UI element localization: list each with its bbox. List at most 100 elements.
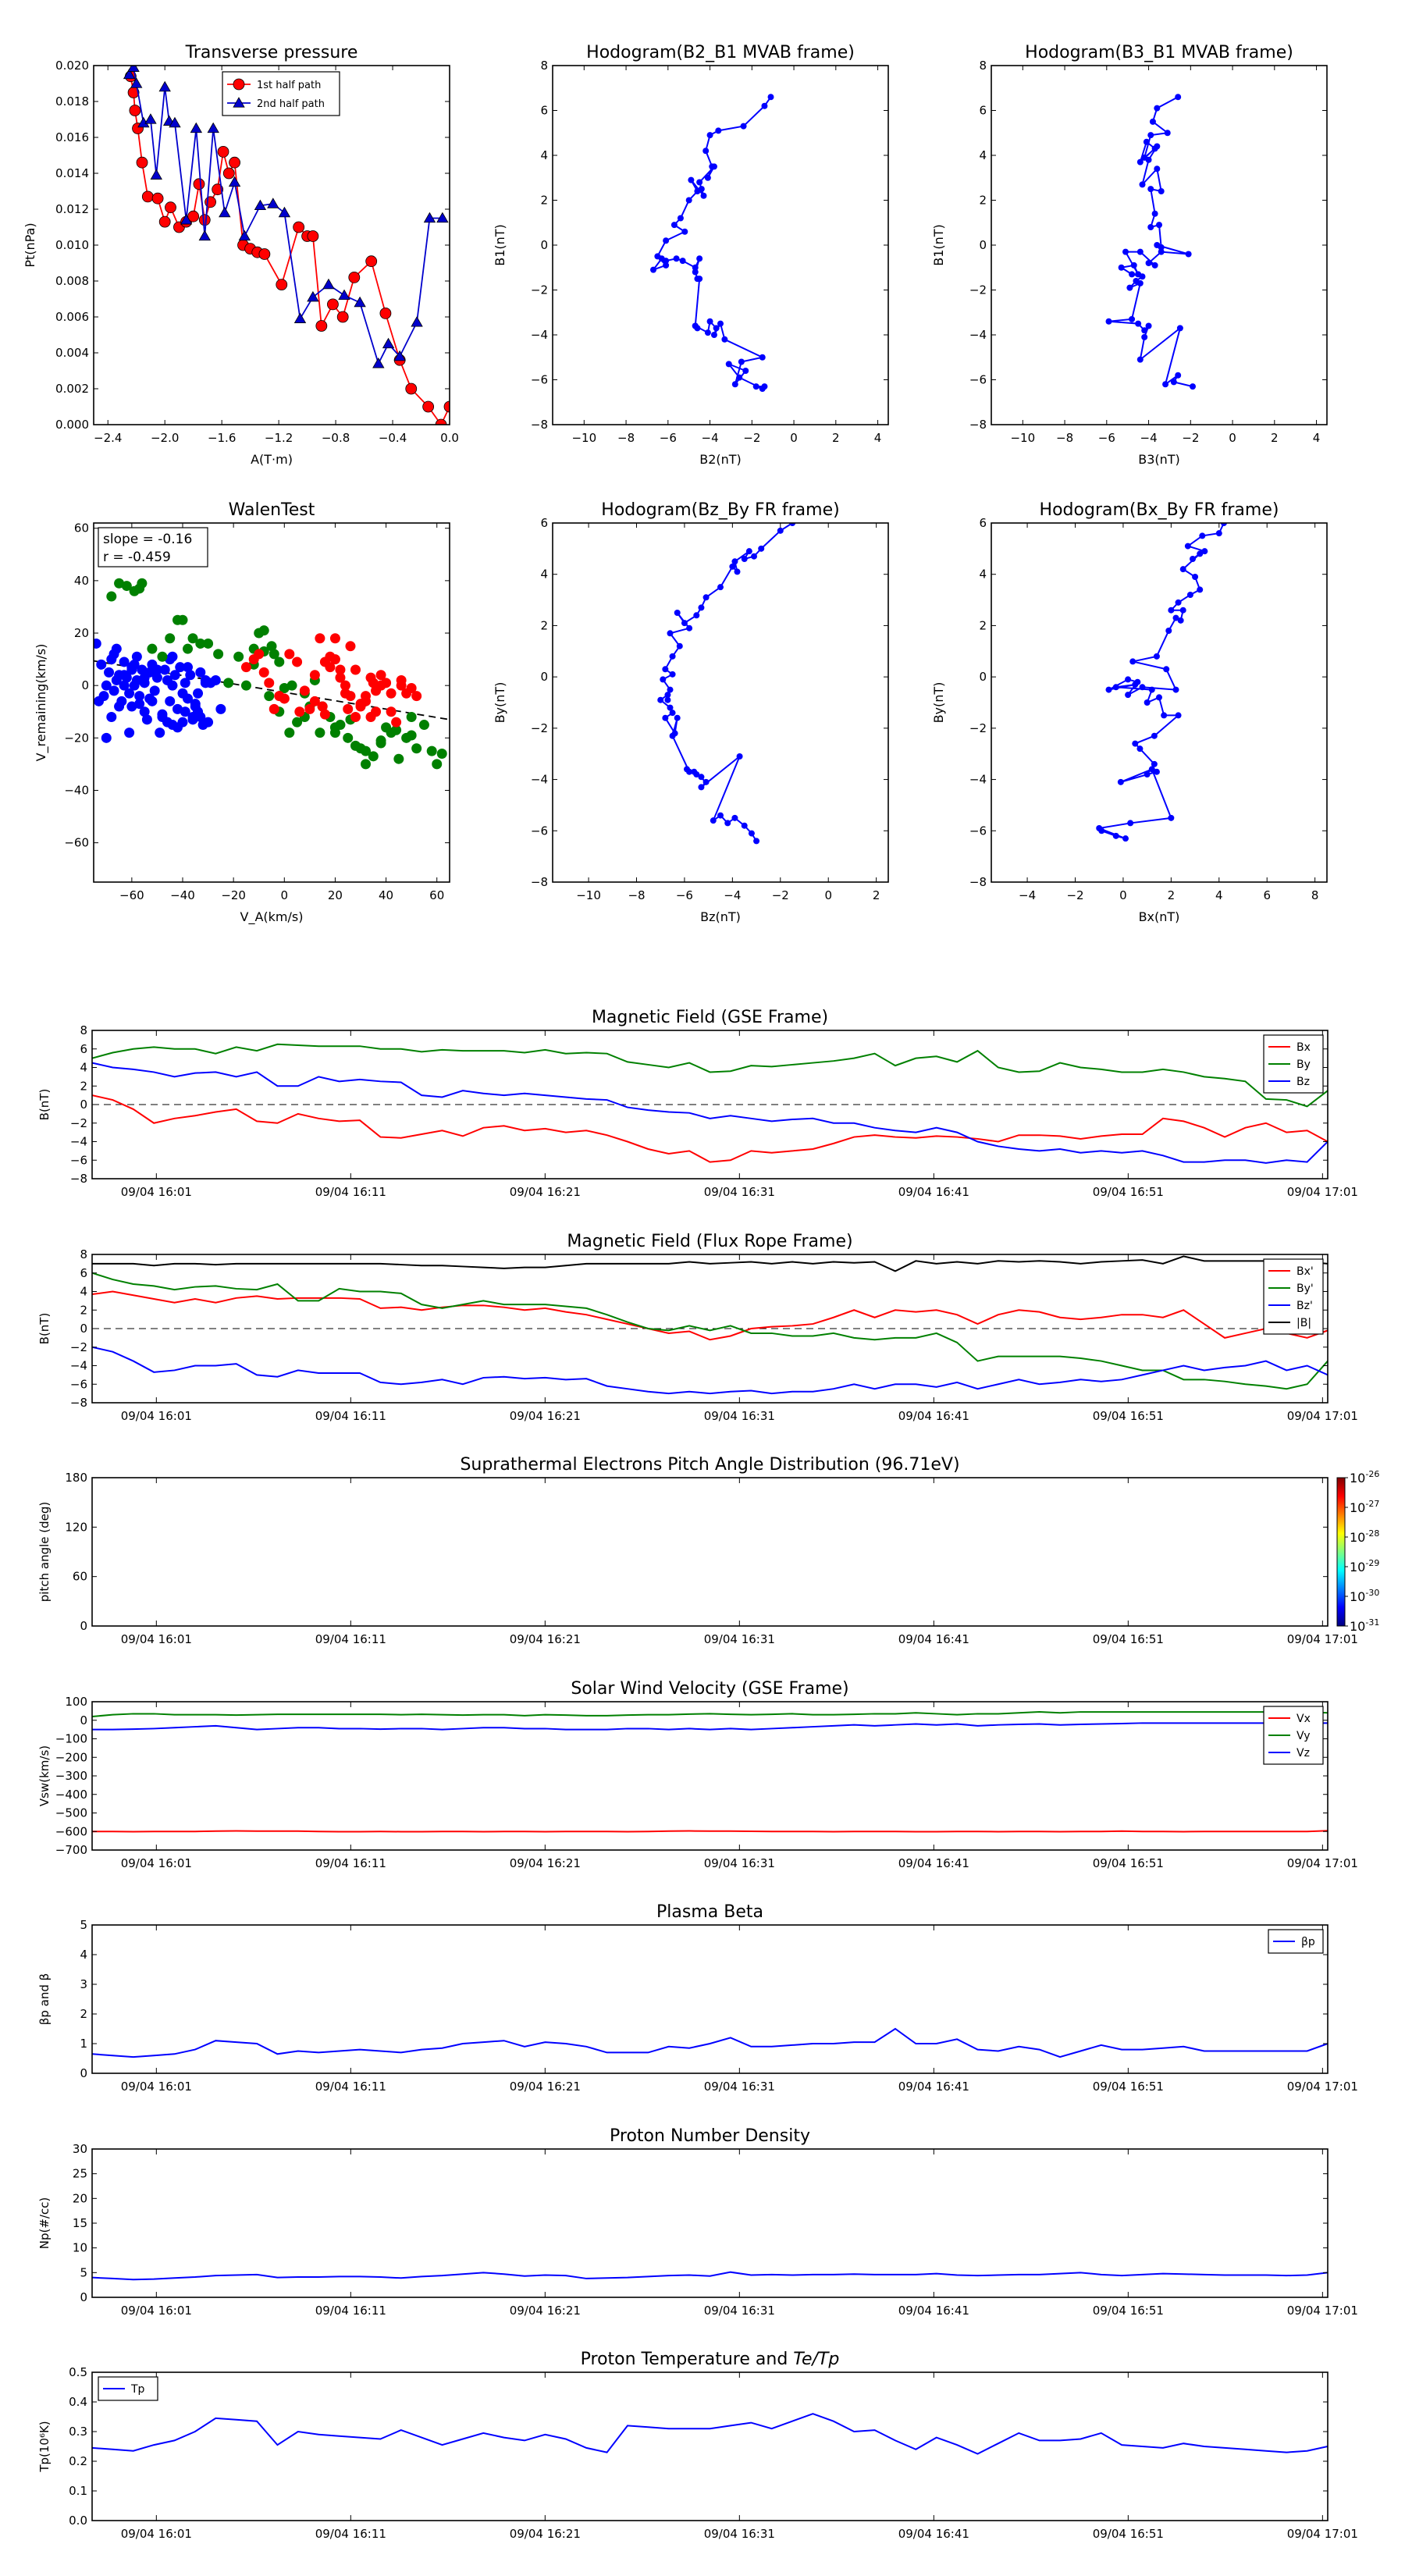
beta-xtick-label: 09/04 16:51	[1093, 2080, 1164, 2094]
pt-point	[293, 312, 307, 323]
h_bzby-xtick-label: −2	[772, 888, 789, 902]
pad-ytick-label: 120	[65, 1520, 87, 1534]
walen-point	[329, 633, 340, 644]
pt-point	[338, 289, 350, 301]
h_bzby-ytick-label: −2	[531, 721, 548, 735]
pt-point	[258, 248, 271, 260]
walen-point	[159, 664, 170, 675]
h_bxby-point	[1197, 550, 1204, 557]
h_b2b1-point	[731, 381, 738, 388]
tp-legend-label: Tp	[130, 2383, 145, 2396]
walen-point	[418, 720, 429, 731]
h_b2b1-title: Hodogram(B2_B1 MVAB frame)	[586, 43, 855, 62]
walen-point	[375, 735, 386, 746]
walen-point	[210, 674, 221, 685]
h_bxby-point	[1168, 814, 1175, 821]
tp-xtick-label: 09/04 16:21	[510, 2527, 581, 2541]
walen-point	[165, 654, 176, 665]
walen-point	[177, 614, 188, 625]
h_bxby-point	[1136, 745, 1144, 753]
pt-xlabel: A(T·m)	[251, 452, 293, 467]
np-series-line	[92, 2271, 1328, 2281]
h_bxby-ytick-label: 0	[979, 670, 987, 684]
pt-point	[422, 400, 435, 413]
h_bxby-point	[1186, 592, 1193, 598]
h_b2b1-point	[767, 94, 774, 101]
bgse-ytick-label: −2	[70, 1116, 87, 1130]
vsw-series-Vy	[92, 1711, 1328, 1717]
h_bzby-xlabel: Bz(nT)	[700, 909, 741, 924]
h_b2b1-xtick-label: −10	[571, 431, 596, 445]
h_b3b1-point	[1145, 322, 1152, 329]
pt-point	[193, 178, 205, 190]
np-title: Proton Number Density	[610, 2126, 810, 2146]
walen-point	[101, 680, 112, 691]
h_b2b1-ytick-label: 4	[540, 148, 548, 162]
walen-ytick-label: −60	[64, 836, 89, 850]
walen-point	[406, 711, 417, 722]
walen-r-text: r = -0.459	[103, 550, 171, 565]
bgse-series-Bx	[92, 1094, 1328, 1163]
h_bxby-point	[1172, 614, 1179, 621]
pad-colorbar-label-base: 10	[1350, 1471, 1365, 1485]
walen-ytick-label: 20	[74, 626, 89, 640]
h_b3b1-point	[1190, 383, 1196, 390]
walen-point	[368, 751, 379, 762]
pad-colorbar-label: 10-28	[1350, 1528, 1379, 1545]
vsw-ytick-label: −500	[55, 1806, 87, 1820]
h_bzby-point	[681, 620, 688, 627]
figure-panels: −2.4 −2.0 −1.6 −1.2 −0.8 −0.4 0.00.0000.0020.0…	[23, 43, 1379, 2541]
walen-point	[264, 678, 275, 688]
bgse-ytick-label: −6	[70, 1153, 87, 1167]
h_b3b1-title: Hodogram(B3_B1 MVAB frame)	[1025, 43, 1293, 62]
bfr-series-Bx	[92, 1290, 1328, 1341]
bgse-xtick-label: 09/04 16:31	[704, 1185, 775, 1199]
bgse-series-Bz	[92, 1062, 1328, 1164]
pad-xtick-label: 09/04 16:01	[121, 1632, 192, 1646]
pt-point	[198, 229, 211, 241]
bgse-xtick-label: 09/04 16:41	[898, 1185, 969, 1199]
pt-ytick-label: 0.006	[55, 310, 89, 324]
tp-xtick-label: 09/04 16:51	[1093, 2527, 1164, 2541]
bfr-ytick-label: −8	[70, 1396, 87, 1410]
h_b2b1-point	[663, 262, 670, 269]
pad-xtick-label: 09/04 16:21	[510, 1632, 581, 1646]
h_b2b1-xtick-label: 0	[790, 431, 798, 445]
walen-point	[126, 701, 137, 712]
h_bzby-ylabel: By(nT)	[493, 682, 507, 724]
h_b2b1-point	[706, 132, 713, 139]
h_b2b1-point	[752, 383, 759, 390]
walen-point	[340, 680, 350, 691]
h_bxby-plot-area	[1096, 523, 1227, 842]
beta-xtick-label: 09/04 16:11	[315, 2080, 386, 2094]
pad-colorbar-label: 10-26	[1350, 1469, 1379, 1485]
walen-point	[139, 706, 150, 717]
walen-point	[393, 753, 404, 764]
pt-point	[405, 382, 418, 395]
h_bxby-point	[1184, 543, 1191, 550]
h_b2b1-panel: −10 −8 −6 −4 −2 0 2 4 −8 −6 −4 −2 0 2 4 6 8 Hodogram(B2_B…	[493, 43, 889, 467]
walen-point	[411, 743, 422, 754]
walen-point	[172, 703, 183, 714]
walen-point	[137, 578, 148, 589]
walen-point	[315, 728, 325, 738]
walen-point	[309, 670, 320, 681]
np-ytick-label: 0	[80, 2290, 87, 2304]
vsw-series-Vz	[92, 1722, 1328, 1731]
h_bxby-point	[1199, 532, 1206, 539]
h_b3b1-ytick-label: 2	[979, 194, 987, 208]
pt-point	[443, 400, 450, 413]
np-xtick-label: 09/04 16:21	[510, 2304, 581, 2318]
bgse-ytick-label: 8	[80, 1023, 87, 1037]
h_bzby-point	[717, 584, 724, 591]
h_b2b1-point	[736, 374, 743, 381]
h_bzby-ytick-label: −4	[531, 773, 548, 787]
h_b3b1-xtick-label: 4	[1313, 431, 1321, 445]
bfr-xtick-label: 09/04 16:41	[898, 1409, 969, 1423]
walen-point	[361, 745, 372, 756]
h_bzby-point	[789, 523, 796, 526]
h_b2b1-ytick-label: 0	[540, 238, 548, 252]
h_bxby-point	[1112, 684, 1119, 691]
walen-point	[329, 722, 340, 733]
